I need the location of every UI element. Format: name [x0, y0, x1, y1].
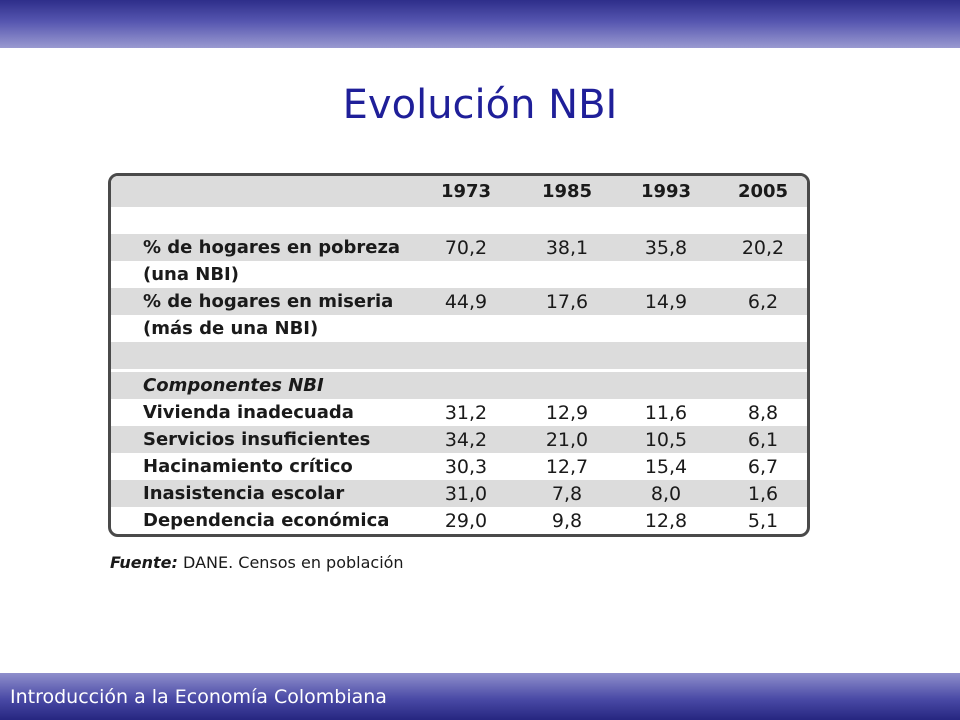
- value-cell: 10,5: [644, 428, 688, 451]
- value-cell: 6,7: [747, 455, 779, 478]
- value-cell: 5,1: [747, 509, 779, 532]
- row-label: Vivienda inadecuada: [143, 402, 354, 423]
- value-cell: 6,2: [747, 290, 779, 313]
- table-row: Inasistencia escolar 31,0 7,8 8,0 1,6: [111, 480, 807, 507]
- value-cell: 31,0: [444, 482, 488, 505]
- row-label: % de hogares en miseria: [143, 291, 394, 312]
- value-cell: 38,1: [545, 236, 589, 259]
- table-source: Fuente: DANE. Censos en población: [110, 553, 404, 572]
- value-cell: 6,1: [747, 428, 779, 451]
- value-cell: 1,6: [747, 482, 779, 505]
- section-header-row: Componentes NBI: [111, 372, 807, 399]
- table-row: % de hogares en miseria 44,9 17,6 14,9 6…: [111, 288, 807, 315]
- table-row: Vivienda inadecuada 31,2 12,9 11,6 8,8: [111, 399, 807, 426]
- value-cell: 14,9: [644, 290, 688, 313]
- row-label: % de hogares en pobreza: [143, 237, 401, 258]
- table-row: (una NBI): [111, 261, 807, 288]
- value-cell: 11,6: [644, 401, 688, 424]
- value-cell: 12,9: [545, 401, 589, 424]
- value-cell: 12,7: [545, 455, 589, 478]
- footer-band: [0, 673, 960, 720]
- spacer-row: [111, 207, 807, 234]
- value-cell: 34,2: [444, 428, 488, 451]
- year-header: 1973: [440, 181, 492, 202]
- value-cell: 12,8: [644, 509, 688, 532]
- value-cell: 21,0: [545, 428, 589, 451]
- value-cell: 31,2: [444, 401, 488, 424]
- source-text: DANE. Censos en población: [183, 553, 404, 572]
- row-label: (más de una NBI): [143, 318, 319, 339]
- year-header: 1993: [640, 181, 692, 202]
- table-row: % de hogares en pobreza 70,2 38,1 35,8 2…: [111, 234, 807, 261]
- table-header-row: 1973 1985 1993 2005: [111, 176, 807, 207]
- value-cell: 29,0: [444, 509, 488, 532]
- nbi-table: 1973 1985 1993 2005 % de hogares en pobr…: [108, 173, 810, 537]
- value-cell: 20,2: [741, 236, 785, 259]
- row-label: (una NBI): [143, 264, 239, 285]
- value-cell: 70,2: [444, 236, 488, 259]
- slide-title: Evolución NBI: [342, 82, 618, 128]
- row-label: Dependencia económica: [143, 510, 390, 531]
- table-row: Hacinamiento crítico 30,3 12,7 15,4 6,7: [111, 453, 807, 480]
- value-cell: 7,8: [551, 482, 583, 505]
- row-label: Hacinamiento crítico: [143, 456, 353, 477]
- table-row: (más de una NBI): [111, 315, 807, 342]
- year-header: 2005: [737, 181, 789, 202]
- source-label: Fuente:: [110, 553, 178, 572]
- value-cell: 9,8: [551, 509, 583, 532]
- value-cell: 17,6: [545, 290, 589, 313]
- row-label: Inasistencia escolar: [143, 483, 345, 504]
- table-row: Dependencia económica 29,0 9,8 12,8 5,1: [111, 507, 807, 534]
- spacer-row: [111, 342, 807, 369]
- header-band: [0, 0, 960, 48]
- row-label: Servicios insuficientes: [143, 429, 371, 450]
- value-cell: 44,9: [444, 290, 488, 313]
- section-label: Componentes NBI: [143, 375, 324, 396]
- value-cell: 15,4: [644, 455, 688, 478]
- footer-title: Introducción a la Economía Colombiana: [10, 686, 387, 708]
- value-cell: 8,0: [650, 482, 682, 505]
- year-header: 1985: [541, 181, 593, 202]
- value-cell: 8,8: [747, 401, 779, 424]
- table-row: Servicios insuficientes 34,2 21,0 10,5 6…: [111, 426, 807, 453]
- value-cell: 30,3: [444, 455, 488, 478]
- value-cell: 35,8: [644, 236, 688, 259]
